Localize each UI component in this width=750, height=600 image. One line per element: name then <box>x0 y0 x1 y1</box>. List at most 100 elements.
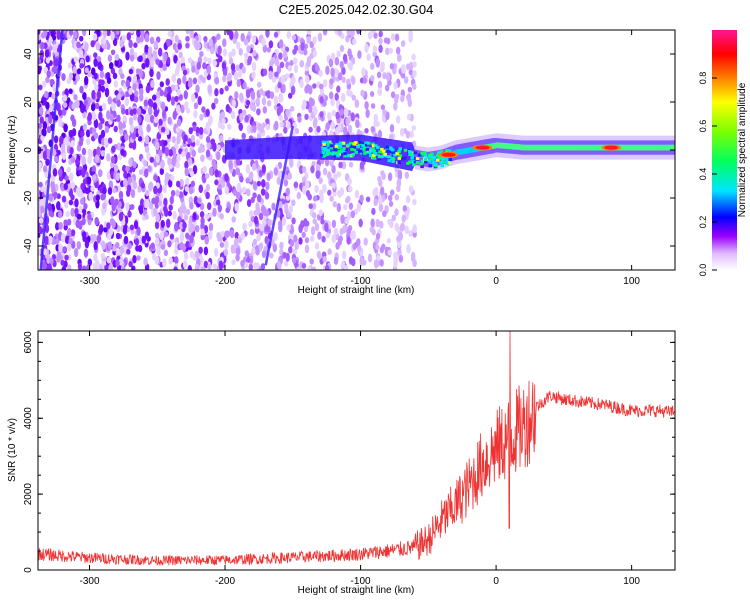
spectrogram-cell <box>279 121 284 128</box>
spectrogram-cell <box>262 106 267 114</box>
spectrogram-cell <box>194 263 200 270</box>
signal-blob <box>341 150 345 154</box>
signal-blob <box>436 158 440 162</box>
spectrogram-cell <box>68 72 74 80</box>
spectrogram-cell <box>303 48 308 56</box>
spectrogram-cell <box>110 67 116 75</box>
spectrogram-cell <box>67 242 72 252</box>
spectrogram-cell <box>136 107 142 116</box>
spectrogram-cell <box>75 219 81 229</box>
spectrogram-cell <box>330 121 335 130</box>
spectrogram-cell <box>402 205 407 212</box>
signal-blob <box>342 147 346 151</box>
spectrogram-cell <box>155 153 160 164</box>
spectrogram-cell <box>81 217 86 226</box>
spectrogram-cell <box>140 182 146 189</box>
spectrogram-cell <box>351 76 356 86</box>
spectrogram-cell <box>301 231 306 239</box>
spectrogram-cell <box>312 36 317 45</box>
colorbar-tick-label: 0.4 <box>698 168 708 181</box>
spectrogram-cell <box>100 149 106 157</box>
spectrogram-cell <box>302 185 307 195</box>
spectrogram-cell <box>333 228 339 235</box>
signal-blob <box>323 149 328 153</box>
spectrogram-cell <box>136 226 141 236</box>
spectrogram-cell <box>341 250 347 260</box>
spectrogram-cell <box>308 203 313 210</box>
spectrogram-cell <box>61 152 67 161</box>
spectrogram-cell <box>258 242 264 250</box>
spectrogram-cell <box>50 174 56 182</box>
spectrogram-cell <box>242 222 247 231</box>
spectrogram-cell <box>94 84 99 92</box>
spectrogram-cell <box>163 205 168 213</box>
spectrogram-cell <box>407 86 413 93</box>
spectrogram-cell <box>333 256 339 265</box>
signal-blob <box>393 153 397 157</box>
spectrogram-cell <box>155 58 160 66</box>
signal-blob <box>374 144 378 148</box>
spectrogram-cell <box>68 199 74 206</box>
spectrogram-cell <box>177 216 182 223</box>
spectrogram-cell <box>208 38 214 48</box>
spectrogram-cell <box>123 235 129 245</box>
spectrogram-cell <box>52 168 58 177</box>
spectrogram-cell <box>84 75 89 86</box>
spectrogram-cell <box>149 156 154 163</box>
spectrogram-cell <box>195 224 200 233</box>
colorbar-ticks: 0.0 0.2 0.4 0.6 0.8 <box>698 72 717 276</box>
spectrogram-cell <box>406 244 411 254</box>
signal-core-cell <box>628 144 632 151</box>
spectrogram-cell <box>350 230 355 240</box>
signal-core-cell <box>469 147 472 153</box>
spectrogram-cell <box>208 222 214 232</box>
signal-core-cell <box>558 144 562 151</box>
spectrogram-cell <box>86 176 92 185</box>
signal-blob <box>411 151 415 155</box>
spectrogram-cell <box>100 129 106 139</box>
spectrogram-cell <box>51 66 57 73</box>
spectrogram-cell <box>90 185 95 192</box>
spectrogram-cell <box>278 52 283 60</box>
signal-core-cell <box>574 144 578 151</box>
spectrogram-cell <box>356 202 362 213</box>
spectrogram-cell <box>38 106 44 116</box>
spectrogram-cell <box>291 217 296 225</box>
spectrogram-cell <box>265 181 270 191</box>
spectrogram-cell <box>336 171 342 178</box>
spectrogram-cell <box>108 263 113 270</box>
colorbar-tick-label: 0.2 <box>698 216 708 229</box>
spectrogram-cell <box>265 123 271 131</box>
spectrogram-cell <box>56 102 61 112</box>
spectrogram-cell <box>226 75 232 82</box>
spectrogram-cell <box>202 62 207 70</box>
spectrogram-cell <box>125 202 130 212</box>
spectrogram-cell <box>133 42 138 49</box>
spectrogram-cell <box>323 79 328 88</box>
spectrogram-cell <box>76 68 82 75</box>
signal-blob <box>432 160 436 164</box>
spectrogram-cell <box>248 220 253 228</box>
spectrogram-cell <box>167 116 172 125</box>
spectrogram-cell <box>370 103 376 109</box>
spectrogram-cell <box>38 232 41 239</box>
spectrogram-cell <box>278 114 283 121</box>
spectrogram-cell <box>159 231 164 241</box>
spectrogram-cell <box>71 102 76 110</box>
signal-blob <box>331 151 336 155</box>
spectrogram-cell <box>56 201 61 211</box>
spectrogram-cell <box>394 194 399 201</box>
spectrogram-cell <box>66 166 71 173</box>
spectrogram-cell <box>239 175 244 183</box>
spectrogram-cell <box>365 108 370 119</box>
spectrogram-cell <box>79 85 84 94</box>
spectrogram-cell <box>386 238 391 244</box>
spectrogram-cell <box>342 225 347 234</box>
spectrogram-cell <box>191 149 196 158</box>
spectrogram-cell <box>264 191 270 200</box>
spectrogram-cell <box>341 161 347 170</box>
spectrogram-cell <box>374 187 379 196</box>
spectrogram-cell <box>375 218 380 228</box>
x-tick-label: -200 <box>215 576 235 587</box>
signal-blob <box>391 157 396 161</box>
